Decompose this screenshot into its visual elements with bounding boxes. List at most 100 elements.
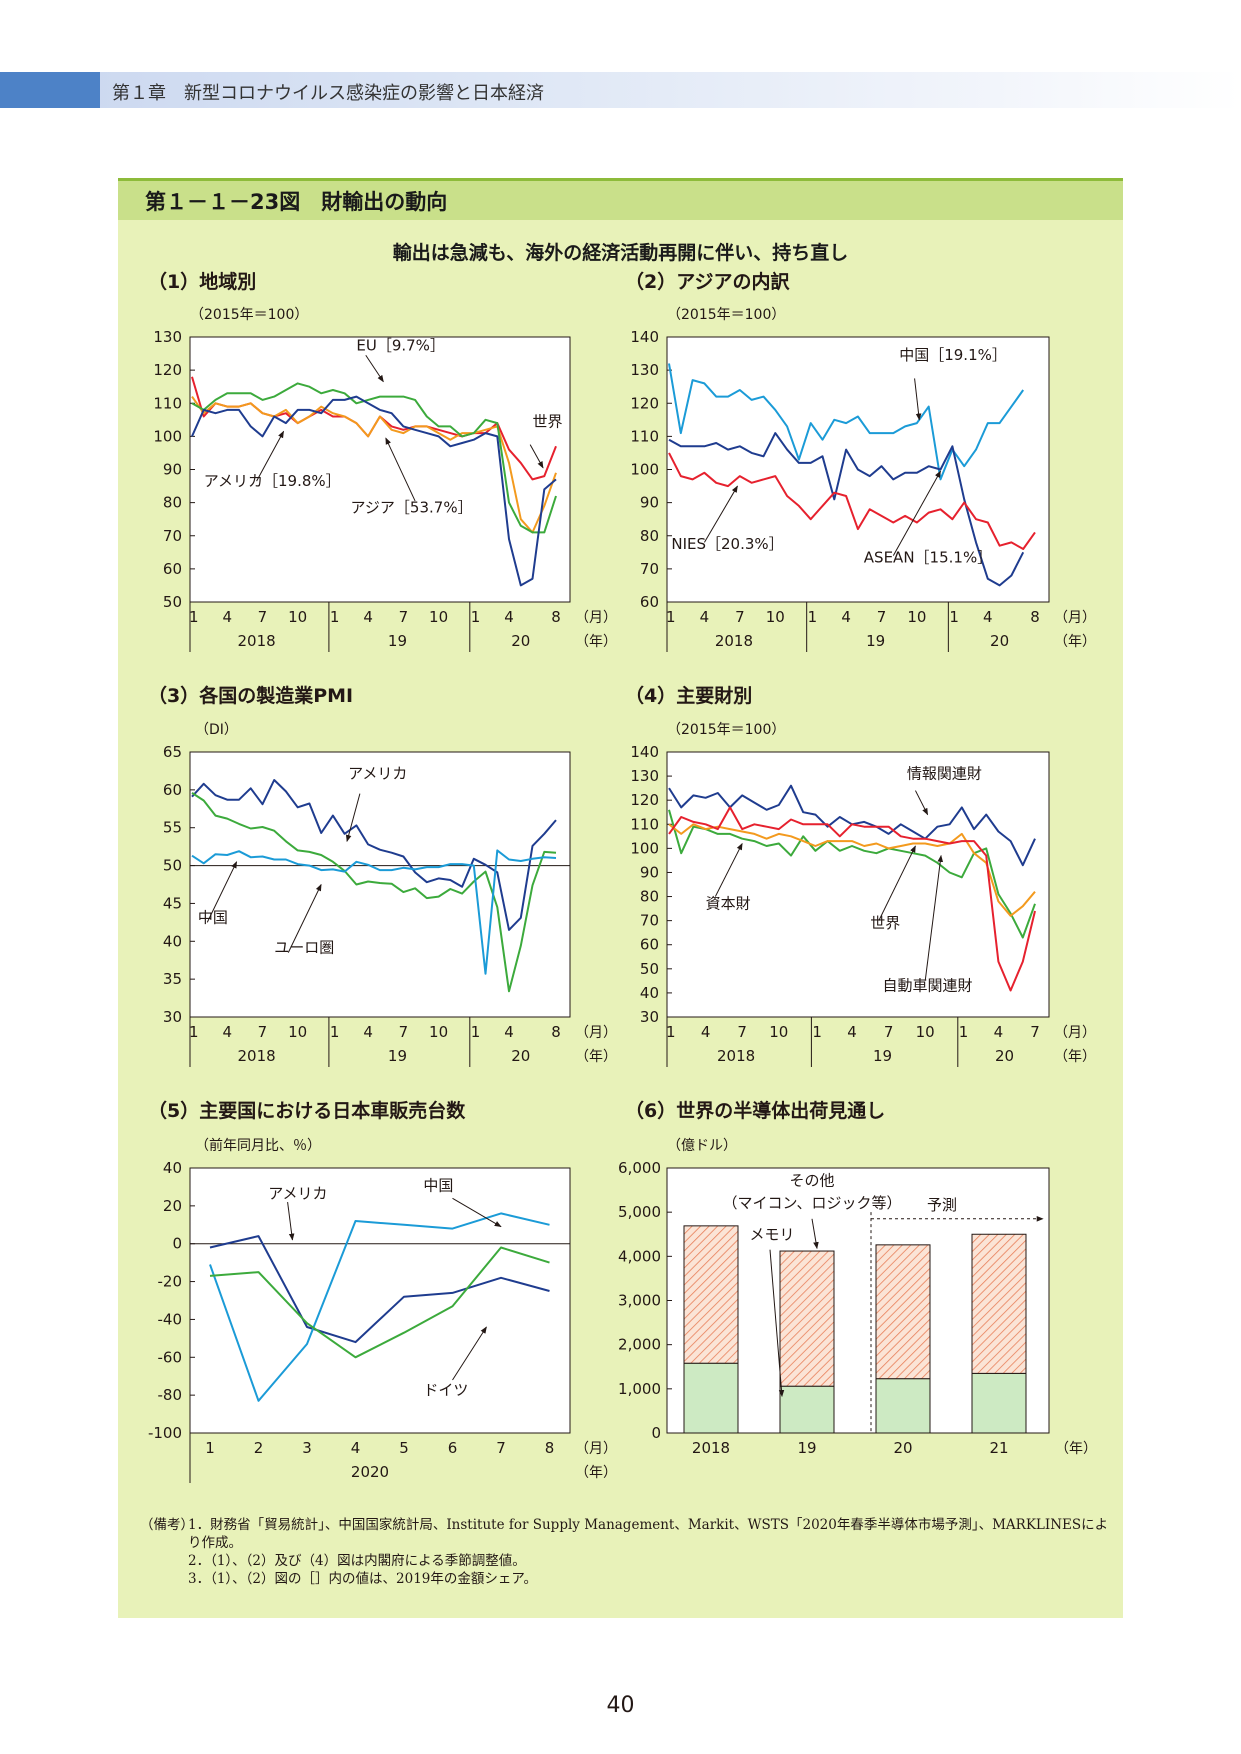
series-annotation: （マイコン、ロジック等） bbox=[722, 1194, 901, 1212]
y-tick-label: 3,000 bbox=[618, 1292, 661, 1310]
series-annotation: NIES［20.3%］ bbox=[671, 535, 783, 553]
y-tick-label: 45 bbox=[163, 894, 182, 912]
y-tick-label: 55 bbox=[163, 819, 182, 837]
y-tick-label: 80 bbox=[640, 527, 659, 545]
x-tick-label: 7 bbox=[399, 608, 409, 626]
annotation-arrow bbox=[256, 430, 285, 482]
y-tick-label: 120 bbox=[630, 791, 659, 809]
notes: （備考） 1．財務省「貿易統計」、中国国家統計局、Institute for Su… bbox=[140, 1516, 1110, 1588]
x-year-unit: （年） bbox=[575, 1049, 617, 1065]
y-tick-label: 110 bbox=[630, 815, 659, 833]
y-tick-label: 90 bbox=[640, 494, 659, 512]
annotation-arrow bbox=[529, 444, 544, 469]
x-tick-label: 10 bbox=[766, 608, 785, 626]
y-tick-label: 40 bbox=[163, 932, 182, 950]
x-year-unit: （年） bbox=[1055, 1441, 1097, 1457]
y-tick-label: 0 bbox=[651, 1424, 661, 1442]
y-tick-label: 130 bbox=[153, 328, 182, 346]
y-tick-label: 120 bbox=[153, 361, 182, 379]
series-line bbox=[209, 1246, 550, 1359]
x-tick-label: 4 bbox=[222, 1023, 232, 1041]
bar-memory bbox=[779, 1385, 835, 1434]
x-year-unit: （年） bbox=[1054, 634, 1096, 650]
series-annotation: アメリカ［19.8%］ bbox=[204, 472, 341, 490]
series-annotation: ドイツ bbox=[423, 1381, 468, 1399]
series-annotation: メモリ bbox=[749, 1226, 794, 1244]
x-tick-label: 4 bbox=[983, 608, 993, 626]
x-month-unit: （月） bbox=[1054, 610, 1096, 626]
bar-other bbox=[683, 1225, 739, 1364]
annotation-arrow bbox=[878, 845, 916, 921]
plot-area bbox=[189, 1167, 571, 1434]
y-tick-label: 140 bbox=[630, 328, 659, 346]
x-tick-label: 3 bbox=[302, 1439, 312, 1457]
series-annotation: その他 bbox=[789, 1172, 834, 1190]
annotation-arrow bbox=[914, 790, 929, 816]
x-year-label: 2018 bbox=[237, 1047, 275, 1065]
note-item: 1．財務省「貿易統計」、中国国家統計局、Institute for Supply… bbox=[188, 1517, 1109, 1551]
x-tick-label: 4 bbox=[222, 608, 232, 626]
x-tick-label: 4 bbox=[363, 1023, 373, 1041]
x-tick-label: 8 bbox=[1030, 608, 1040, 626]
annotation-arrow bbox=[811, 1218, 819, 1250]
chart-title: （5）主要国における日本車販売台数 bbox=[148, 1099, 466, 1122]
y-tick-label: 4,000 bbox=[618, 1247, 661, 1265]
x-year-label: 2018 bbox=[715, 632, 753, 650]
x-tick-label: 4 bbox=[701, 1023, 711, 1041]
x-year-unit: （年） bbox=[575, 1465, 617, 1481]
y-tick-label: 35 bbox=[163, 970, 182, 988]
notes-label: （備考） bbox=[140, 1517, 194, 1533]
bar-memory bbox=[683, 1362, 739, 1434]
x-tick-label: 10 bbox=[907, 608, 926, 626]
plot-area bbox=[666, 751, 1050, 1018]
y-tick-label: 70 bbox=[640, 560, 659, 578]
annotation-arrow bbox=[345, 793, 361, 843]
chart-unit-label: （前年同月比、％） bbox=[195, 1137, 321, 1154]
x-year-label: 19 bbox=[873, 1047, 892, 1065]
x-tick-label: 8 bbox=[551, 1023, 561, 1041]
annotation-arrow bbox=[769, 1249, 785, 1398]
x-tick-label: 4 bbox=[504, 1023, 514, 1041]
chart-title: （4）主要財別 bbox=[625, 684, 752, 707]
x-tick-label: 7 bbox=[735, 608, 745, 626]
series-line bbox=[191, 382, 557, 534]
series-annotation: 中国 bbox=[423, 1177, 453, 1195]
series-line bbox=[191, 849, 557, 975]
annotation-arrow bbox=[385, 437, 416, 502]
annotation-arrow bbox=[924, 854, 944, 981]
y-tick-label: 140 bbox=[630, 743, 659, 761]
note-item: 3．（1）、（2）図の［］内の値は、2019年の金額シェア。 bbox=[188, 1571, 538, 1587]
y-tick-label: -20 bbox=[158, 1273, 183, 1291]
x-year-label: 20 bbox=[511, 632, 530, 650]
bar-other bbox=[875, 1244, 931, 1380]
y-tick-label: 65 bbox=[163, 743, 182, 761]
x-tick-label: 8 bbox=[545, 1439, 555, 1457]
series-line bbox=[668, 452, 1036, 550]
y-tick-label: 30 bbox=[163, 1008, 182, 1026]
x-month-unit: （月） bbox=[575, 610, 617, 626]
y-tick-label: -80 bbox=[158, 1386, 183, 1404]
chart-region-exports: （1）地域別（2015年＝100）50607080901001101201301… bbox=[148, 270, 617, 652]
y-tick-label: 40 bbox=[163, 1159, 182, 1177]
chart-title: （1）地域別 bbox=[148, 270, 256, 293]
x-tick-label: 10 bbox=[288, 608, 307, 626]
x-tick-label: 21 bbox=[989, 1439, 1008, 1457]
annotation-arrow bbox=[714, 842, 743, 897]
x-tick-label: 2 bbox=[254, 1439, 264, 1457]
x-tick-label: 7 bbox=[258, 1023, 268, 1041]
x-tick-label: 10 bbox=[429, 608, 448, 626]
x-year-unit: （年） bbox=[1054, 1049, 1096, 1065]
x-tick-label: 20 bbox=[893, 1439, 912, 1457]
y-tick-label: -100 bbox=[148, 1424, 182, 1442]
x-tick-label: 7 bbox=[877, 608, 887, 626]
series-annotation: アメリカ bbox=[268, 1184, 327, 1202]
series-annotation: 世界 bbox=[533, 412, 563, 430]
annotation-arrow bbox=[452, 1326, 487, 1381]
x-tick-label: 1 bbox=[471, 1023, 481, 1041]
series-line bbox=[191, 396, 557, 534]
annotation-arrow bbox=[892, 470, 941, 556]
x-tick-label: 1 bbox=[808, 608, 818, 626]
y-tick-label: 40 bbox=[640, 984, 659, 1002]
header-accent bbox=[0, 72, 100, 108]
x-year-unit: （年） bbox=[575, 634, 617, 650]
